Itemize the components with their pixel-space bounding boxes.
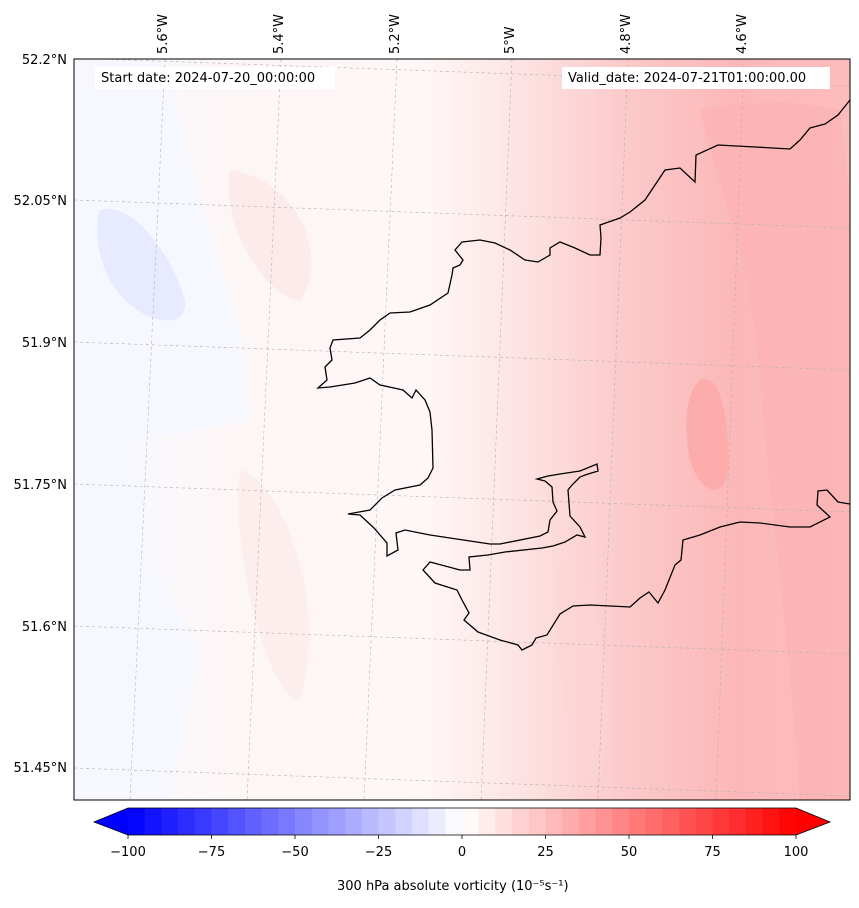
lat-label-51-45: 51.45°N: [13, 761, 67, 776]
colorbar-segment: [629, 808, 647, 835]
colorbar-segment: [395, 808, 413, 835]
colorbar-segment: [478, 808, 496, 835]
valid-date-box: [562, 67, 830, 89]
colorbar-segment: [495, 808, 513, 835]
colorbar-segment: [411, 808, 430, 835]
colorbar-segment: [128, 808, 146, 835]
colorbar-title: 300 hPa absolute vorticity (10⁻⁵s⁻¹): [337, 879, 569, 894]
map-frame: [73, 58, 851, 801]
colorbar-segment: [328, 808, 346, 835]
colorbar-segment: [578, 808, 597, 835]
colorbar-segment: [361, 808, 379, 835]
colorbar-segment: [779, 808, 797, 835]
colorbar-segment: [144, 808, 162, 835]
colorbar-max-extension: [796, 808, 830, 835]
valid-date-label: Valid_date: 2024-07-21T01:00:00.00: [568, 71, 807, 86]
colorbar-segment: [194, 808, 212, 835]
colorbar-tick-label: −25: [364, 845, 393, 860]
lon-label-5-4: 5.4°W: [272, 13, 287, 54]
colorbar-segment: [462, 808, 480, 835]
lat-label-52-05: 52.05°N: [13, 194, 67, 209]
colorbar-segment: [161, 808, 179, 835]
colorbar-segment: [228, 808, 246, 835]
lat-label-51-75: 51.75°N: [13, 478, 67, 493]
lon-label-5-2: 5.2°W: [388, 13, 403, 54]
lat-label-51-9: 51.9°N: [21, 336, 67, 351]
colorbar-tick-label: 75: [704, 845, 721, 860]
colorbar-segment: [645, 808, 663, 835]
colorbar-segment: [729, 808, 747, 835]
colorbar-segment: [211, 808, 229, 835]
start-date-label: Start date: 2024-07-20_00:00:00: [101, 71, 316, 86]
colorbar-segment: [745, 808, 764, 835]
lat-label-52-2: 52.2°N: [21, 53, 67, 68]
colorbar-segment: [345, 808, 363, 835]
lon-label-5-0: 5°W: [503, 26, 518, 54]
negative-vorticity-core: [97, 208, 186, 321]
colorbar-segment: [595, 808, 613, 835]
colorbar-tick-label: −50: [281, 845, 309, 860]
colorbar-segment: [762, 808, 780, 835]
colorbar-segment: [662, 808, 680, 835]
colorbar-segment: [445, 808, 463, 835]
colorbar-segment: [311, 808, 329, 835]
colorbar-tick-marks: [127, 835, 797, 839]
colorbar-min-extension: [94, 808, 128, 835]
colorbar-segment: [261, 808, 279, 835]
lon-label-5-6: 5.6°W: [156, 13, 171, 54]
colorbar-segment: [695, 808, 713, 835]
positive-vorticity-band: [700, 102, 850, 800]
colorbar-segment: [612, 808, 630, 835]
lon-label-4-8: 4.8°W: [619, 13, 634, 54]
colorbar-tick-label: 100: [783, 845, 809, 860]
colorbar-segment: [545, 808, 563, 835]
colorbar-tick-label: −100: [110, 845, 146, 860]
gridlines: [74, 59, 850, 800]
lon-label-4-6: 4.6°W: [735, 13, 750, 54]
colorbar-segment: [712, 808, 730, 835]
positive-vorticity-core: [686, 378, 729, 490]
colorbar-segment: [562, 808, 580, 835]
colorbar-segment: [528, 808, 546, 835]
colorbar-segment: [512, 808, 530, 835]
colorbar-segment: [295, 808, 313, 835]
colorbar-segment: [679, 808, 697, 835]
colorbar-segment: [378, 808, 396, 835]
lat-label-51-6: 51.6°N: [21, 620, 67, 635]
colorbar-segment: [278, 808, 296, 835]
colorbar-tick-label: 50: [620, 845, 638, 860]
colorbar: [128, 808, 797, 835]
colorbar-tick-label: 0: [457, 845, 467, 860]
colorbar-segment: [428, 808, 446, 835]
vorticity-field: [74, 59, 850, 800]
colorbar-segment: [178, 808, 196, 835]
coastline: [316, 99, 850, 651]
start-date-box: [95, 67, 335, 89]
colorbar-tick-label: 25: [537, 845, 554, 860]
colorbar-tick-label: −75: [197, 845, 226, 860]
colorbar-segment: [244, 808, 263, 835]
